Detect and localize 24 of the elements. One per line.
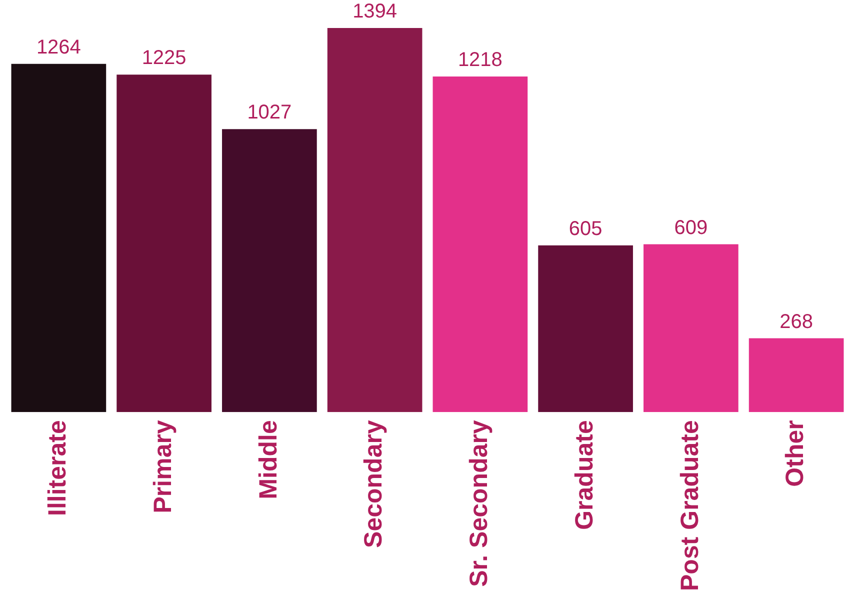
bar	[11, 64, 106, 412]
x-tick-label: Middle	[254, 420, 282, 500]
bar	[644, 244, 738, 412]
x-tick-label: Post Graduate	[676, 420, 704, 591]
x-tick-label: Sr. Secondary	[465, 420, 494, 587]
x-tick-label: Graduate	[570, 420, 598, 530]
bar	[116, 74, 212, 412]
data-label: 1218	[458, 49, 502, 72]
x-tick-label: Primary	[148, 420, 177, 514]
data-label: 1264	[36, 36, 81, 58]
bar	[327, 28, 422, 412]
data-label: 268	[780, 310, 813, 333]
data-label: 609	[674, 216, 708, 239]
x-tick-label: Illiterate	[44, 420, 72, 516]
bar	[432, 76, 528, 412]
bar	[222, 129, 317, 412]
data-label: 1394	[352, 0, 398, 23]
x-tick-label: Other	[781, 420, 810, 487]
bar	[538, 245, 633, 412]
data-label: 1027	[247, 102, 292, 124]
x-tick-label: Secondary	[360, 420, 388, 548]
bar	[748, 338, 844, 412]
data-label: 1225	[142, 47, 186, 70]
data-label: 605	[568, 218, 602, 240]
